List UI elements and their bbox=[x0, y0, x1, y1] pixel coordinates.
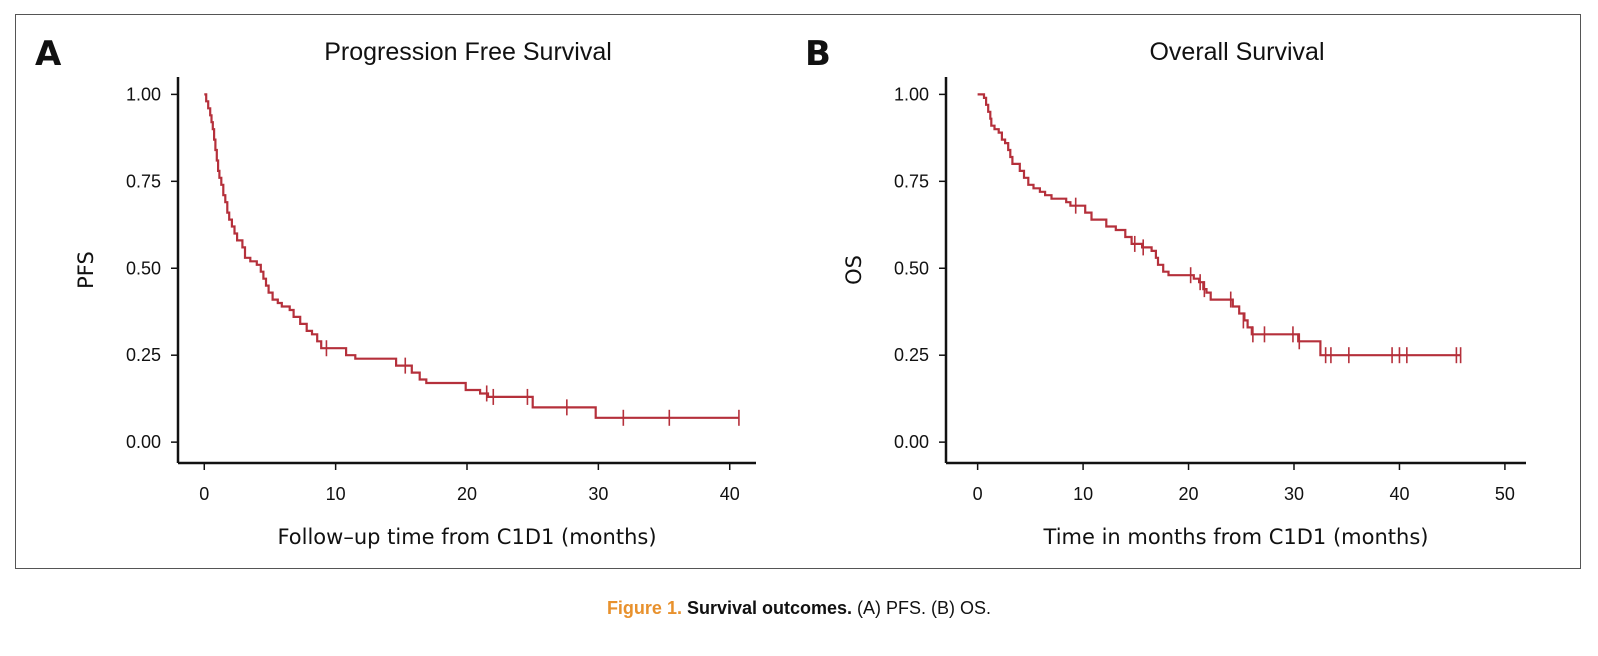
os-survival-curve bbox=[977, 93, 1461, 357]
pfs-x-tick-label: 0 bbox=[199, 484, 209, 504]
os-x-tick-label: 20 bbox=[1179, 484, 1199, 504]
pfs-y-tick-label: 1.00 bbox=[126, 84, 161, 104]
pfs-y-tick-label: 0.50 bbox=[126, 258, 161, 278]
pfs-x-tick-label: 40 bbox=[720, 484, 740, 504]
figure-frame bbox=[15, 14, 1581, 569]
os-y-tick-label: 0.75 bbox=[894, 171, 929, 191]
os-x-axis-label: Time in months from C1D1 (months) bbox=[1043, 525, 1429, 549]
os-panel: B Overall Survival Time in months from C… bbox=[805, 34, 1526, 549]
pfs-panel: A Progression Free Survival Follow–up ti… bbox=[35, 34, 756, 549]
os-x-tick-label: 50 bbox=[1495, 484, 1515, 504]
pfs-y-axis-label: PFS bbox=[74, 251, 98, 289]
os-y-tick-label: 0.50 bbox=[894, 258, 929, 278]
os-y-tick-label: 1.00 bbox=[894, 84, 929, 104]
pfs-x-tick-label: 20 bbox=[457, 484, 477, 504]
os-title: Overall Survival bbox=[1149, 38, 1324, 66]
pfs-title: Progression Free Survival bbox=[324, 38, 612, 66]
caption-title: Survival outcomes. bbox=[686, 598, 853, 618]
pfs-survival-curve bbox=[204, 93, 739, 419]
os-y-axis-label: OS bbox=[842, 255, 866, 285]
os-x-tick-label: 40 bbox=[1389, 484, 1409, 504]
panel-a-letter: A bbox=[35, 34, 62, 74]
caption-description: (A) PFS. (B) OS. bbox=[857, 598, 992, 618]
panel-b-letter: B bbox=[805, 34, 831, 74]
os-x-tick-label: 10 bbox=[1073, 484, 1093, 504]
pfs-y-tick-label: 0.00 bbox=[126, 432, 161, 452]
os-y-tick-label: 0.25 bbox=[894, 345, 929, 365]
caption-figure-number: Figure 1. bbox=[606, 598, 682, 618]
pfs-y-tick-label: 0.25 bbox=[126, 345, 161, 365]
os-x-tick-label: 0 bbox=[973, 484, 983, 504]
survival-figure: A Progression Free Survival Follow–up ti… bbox=[35, 34, 1526, 549]
os-x-tick-label: 30 bbox=[1284, 484, 1304, 504]
figure-caption: Figure 1. Survival outcomes. (A) PFS. (B… bbox=[0, 598, 1598, 619]
pfs-x-axis-label: Follow–up time from C1D1 (months) bbox=[277, 525, 656, 549]
pfs-x-tick-label: 30 bbox=[588, 484, 608, 504]
pfs-x-tick-label: 10 bbox=[326, 484, 346, 504]
pfs-y-tick-label: 0.75 bbox=[126, 171, 161, 191]
os-y-tick-label: 0.00 bbox=[894, 432, 929, 452]
